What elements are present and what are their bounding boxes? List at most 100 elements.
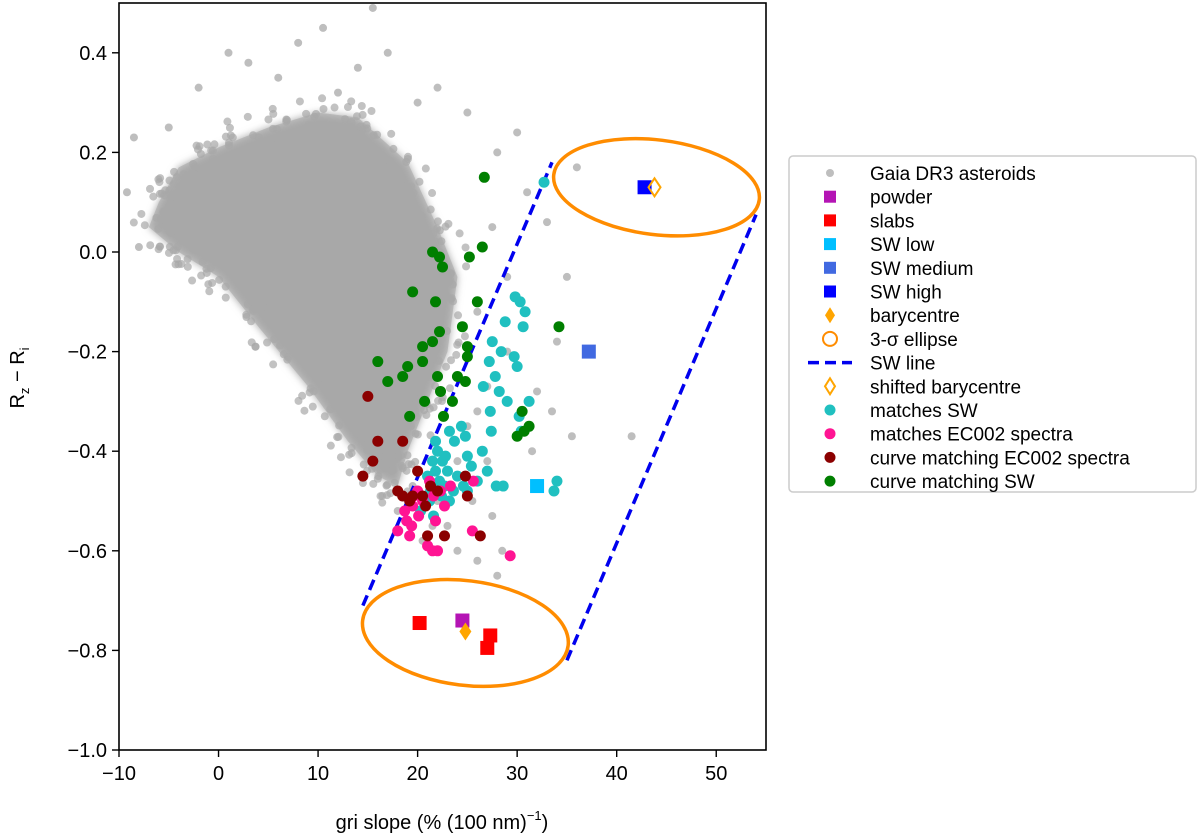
legend-label: SW line	[870, 354, 935, 375]
matches-sw-point	[538, 176, 550, 188]
gaia-point	[357, 431, 366, 440]
gaia-point	[204, 280, 213, 289]
gaia-point	[389, 144, 398, 153]
points-layer	[357, 171, 662, 655]
legend-entry: barycentre	[825, 306, 960, 327]
gaia-point	[174, 231, 183, 240]
gaia-point	[154, 224, 163, 233]
matches-sw-point	[486, 336, 498, 348]
sw-medium-point	[581, 344, 596, 359]
gaia-point	[164, 123, 173, 132]
gaia-point	[259, 302, 268, 311]
gaia-point	[453, 546, 462, 555]
curve-matching-sw-point	[478, 171, 490, 183]
gaia-point	[373, 474, 382, 483]
gaia-point	[172, 218, 181, 227]
gaia-point	[488, 223, 497, 232]
gaia-point	[397, 176, 406, 185]
matches-sw-point	[476, 445, 488, 457]
legend-marker	[824, 451, 836, 463]
gaia-point	[129, 218, 138, 227]
gaia-point	[330, 103, 339, 112]
sigma-ellipse	[551, 136, 762, 238]
gaia-point	[247, 317, 256, 326]
gaia-point	[454, 311, 463, 320]
legend-marker	[824, 261, 836, 274]
gaia-point	[383, 48, 392, 57]
gaia-point	[183, 262, 192, 271]
legend-label: matches EC002 spectra	[870, 425, 1073, 446]
gaia-point	[140, 221, 149, 230]
gaia-point	[215, 275, 224, 284]
matches-sw-point	[551, 475, 563, 487]
slabs-point	[412, 616, 427, 631]
gaia-point	[318, 94, 327, 103]
curve-matching-sw-point	[404, 410, 416, 422]
gaia-point	[446, 270, 455, 279]
curve-matching-sw-point	[434, 251, 446, 263]
slabs-point	[483, 628, 498, 643]
gaia-point	[356, 122, 365, 131]
gaia-point	[333, 88, 342, 97]
gaia-point	[431, 237, 440, 246]
gaia-point	[407, 460, 416, 469]
gaia-point	[129, 133, 138, 142]
curve-matching-sw-point	[461, 341, 473, 353]
curve-matching-sw-point	[446, 395, 458, 407]
legend-label: 3-σ ellipse	[870, 330, 958, 351]
curve-matching-ec002-spectra-point	[392, 485, 404, 497]
matches-ec002-spectra-point	[467, 475, 479, 487]
matches-sw-point	[427, 455, 439, 467]
gaia-point	[418, 212, 427, 221]
curve-matching-sw-point	[432, 371, 444, 382]
gaia-point	[352, 112, 361, 121]
gaia-point	[224, 48, 233, 57]
gaia-point	[208, 146, 217, 155]
sigma-ellipse	[360, 577, 571, 689]
gaia-point	[426, 205, 435, 214]
gaia-point	[242, 310, 251, 319]
matches-sw-point	[430, 465, 442, 477]
gaia-point	[268, 104, 277, 113]
curve-matching-sw-point	[437, 410, 449, 422]
curve-matching-sw-point	[430, 296, 442, 308]
legend-entry: powder	[824, 188, 933, 209]
gaia-point	[433, 217, 442, 226]
gaia-point	[386, 157, 395, 166]
legend-marker	[824, 285, 836, 298]
curve-matching-sw-point	[372, 356, 384, 368]
matches-sw-point	[437, 455, 448, 467]
barycentre-point	[459, 622, 472, 641]
matches-sw-point	[523, 395, 535, 407]
curve-matching-sw-point	[407, 286, 419, 298]
gaia-point	[149, 192, 158, 201]
gaia-point	[234, 279, 243, 288]
gaia-point	[425, 404, 434, 413]
gaia-point	[425, 372, 434, 381]
gaia-point	[319, 105, 328, 114]
legend-label: shifted barycentre	[870, 377, 1021, 398]
gaia-point	[403, 152, 412, 161]
gaia-point	[326, 441, 335, 450]
gaia-point	[333, 433, 342, 442]
gaia-point	[406, 422, 415, 431]
curve-matching-ec002-spectra-point	[404, 495, 416, 507]
gaia-point	[190, 162, 199, 171]
gaia-point	[442, 362, 451, 371]
matches-sw-point	[514, 296, 526, 308]
curve-matching-ec002-spectra-point	[474, 530, 486, 542]
gaia-point	[533, 387, 542, 396]
matches-ec002-spectra-point	[432, 545, 444, 557]
matches-sw-point	[501, 395, 513, 407]
gaia-point	[523, 188, 532, 197]
matches-sw-point	[517, 321, 529, 333]
gaia-point	[462, 262, 471, 271]
shifted-barycentre-point	[647, 176, 662, 199]
sw-line	[565, 213, 758, 662]
legend-marker	[825, 307, 835, 324]
gaia-point	[306, 384, 315, 393]
gaia-point	[407, 182, 416, 191]
gaia-point	[205, 287, 214, 296]
x-tick-label: −10	[102, 763, 136, 785]
gaia-point	[409, 188, 418, 197]
